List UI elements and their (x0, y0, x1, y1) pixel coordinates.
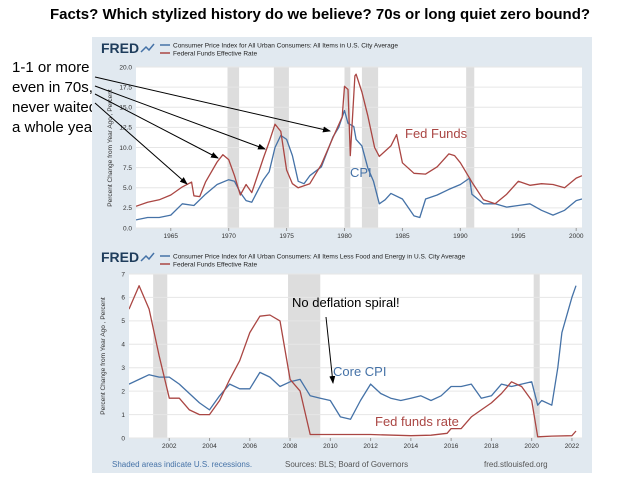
y-tick-label: 15.0 (119, 105, 132, 112)
y-tick-label: 0.0 (123, 225, 132, 232)
side-note-line: even in 70s, (12, 79, 93, 96)
x-tick-label: 1970 (221, 233, 236, 240)
arrow (325, 316, 336, 384)
x-tick-label: 2020 (524, 443, 539, 450)
x-tick-label: 1965 (164, 233, 179, 240)
y-tick-label: 17.5 (119, 84, 132, 91)
arrow (94, 93, 219, 159)
x-tick-label: 1980 (337, 233, 352, 240)
fred-logo-top: FRED (101, 40, 139, 56)
x-tick-label: 2006 (243, 443, 258, 450)
y-tick-label: 5 (121, 318, 125, 325)
x-tick-label: 2000 (569, 233, 584, 240)
y-tick-label: 7 (121, 271, 125, 278)
y-tick-label: 2.5 (123, 205, 132, 212)
annotation-core-cpi: Core CPI (333, 364, 386, 379)
arrow (94, 76, 331, 133)
x-tick-label: 2002 (162, 443, 177, 450)
y-tick-label: 6 (121, 295, 125, 302)
x-tick-label: 2014 (404, 443, 419, 450)
footer-recessions-note: Shaded areas indicate U.S. recessions. (112, 460, 252, 469)
recession-band (533, 274, 540, 438)
x-tick-label: 2018 (484, 443, 499, 450)
x-tick-label: 1995 (511, 233, 526, 240)
x-tick-label: 2016 (444, 443, 459, 450)
arrow (94, 85, 266, 150)
annotation-fed-funds-rate: Fed funds rate (375, 414, 459, 429)
side-note-line: a whole year (12, 119, 98, 136)
x-tick-label: 1990 (453, 233, 468, 240)
series-line-fedfunds (129, 285, 577, 438)
y-tick-label: 7.5 (123, 165, 132, 172)
y-tick-label: 4 (121, 342, 125, 349)
y-tick-label: 5.0 (123, 185, 132, 192)
y-tick-label: 1 (121, 412, 125, 419)
y-tick-label: 3 (121, 365, 125, 372)
y-tick-label: 0 (121, 435, 125, 442)
y-tick-label: 20.0 (119, 64, 132, 71)
annotation-no-deflation: No deflation spiral! (292, 295, 400, 310)
fred-logo-icon (140, 43, 155, 53)
y-axis-label: Percent Change from Year Ago , Percent (100, 297, 107, 415)
series-line-fedfunds (136, 73, 582, 207)
footer-sources: Sources: BLS; Board of Governors (285, 460, 408, 469)
fred-logo-icon (140, 252, 155, 262)
legend-label: Federal Funds Effective Rate (173, 262, 257, 269)
x-tick-label: 2022 (565, 443, 580, 450)
legend-label: Consumer Price Index for All Urban Consu… (173, 43, 398, 50)
annotation-fed-funds: Fed Funds (405, 126, 468, 141)
fred-logo-bottom: FRED (101, 249, 139, 265)
x-tick-label: 2008 (283, 443, 298, 450)
footer-site: fred.stlouisfed.org (484, 460, 548, 469)
x-tick-label: 1975 (279, 233, 294, 240)
arrow (94, 102, 188, 185)
y-axis-label: Percent Change from Year Ago , Percent (107, 89, 114, 207)
series-line-core-cpi (129, 285, 577, 420)
x-tick-label: 2010 (323, 443, 338, 450)
y-tick-label: 10.0 (119, 145, 132, 152)
series-line-cpi (136, 109, 582, 221)
y-tick-label: 12.5 (119, 125, 132, 132)
side-note-line: 1-1 or more (12, 59, 90, 76)
y-tick-label: 2 (121, 388, 125, 395)
annotation-cpi: CPI (350, 165, 372, 180)
side-note: 1-1 or more even in 70s, never waited a … (12, 58, 97, 138)
page-title: Facts? Which stylized history do we beli… (49, 6, 591, 23)
legend-label: Federal Funds Effective Rate (173, 51, 257, 58)
x-tick-label: 1985 (395, 233, 410, 240)
x-tick-label: 2012 (363, 443, 378, 450)
legend-label: Consumer Price Index for All Urban Consu… (173, 254, 466, 261)
side-note-line: never waited (12, 99, 98, 116)
x-tick-label: 2004 (202, 443, 217, 450)
recession-band (153, 274, 168, 438)
annotation-arrows (94, 76, 336, 384)
